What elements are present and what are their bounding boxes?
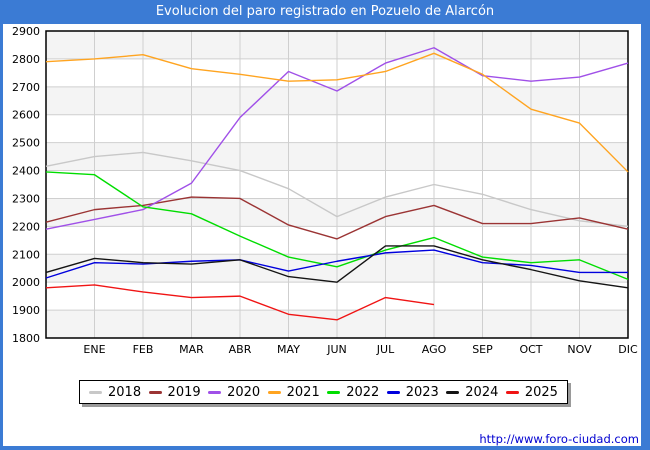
y-tick-label: 2800 [12, 53, 40, 66]
legend-year-label: 2023 [405, 384, 439, 400]
x-tick-label: SEP [472, 343, 493, 356]
legend-item-2023: 2023 [386, 384, 439, 400]
series-line-2019 [45, 196, 629, 240]
legend-year-label: 2018 [108, 384, 142, 400]
x-tick-label: AGO [422, 343, 447, 356]
legend-item-2022: 2022 [327, 385, 379, 400]
plot-border [45, 30, 629, 339]
legend-item-2019: 2019 [148, 384, 201, 400]
frame-right [641, 0, 650, 450]
legend-swatch-2021 [267, 390, 281, 394]
series-line-2022 [45, 171, 629, 281]
chart-title: Evolucion del paro registrado en Pozuelo… [155, 4, 495, 19]
legend-year-label: 2025 [524, 384, 558, 400]
footer-link[interactable]: http://www.foro-ciudad.com [479, 432, 639, 446]
x-tick-label: DIC [618, 343, 638, 356]
y-tick-label: 2700 [12, 81, 40, 94]
series-line-2025 [45, 284, 435, 321]
x-tick-label: JUN [326, 343, 347, 356]
legend-year-label: 2024 [465, 384, 499, 400]
legend-swatch-2024 [446, 390, 460, 394]
x-tick-label: MAY [277, 343, 300, 356]
series-line-2023 [45, 249, 628, 279]
series-line-2018 [45, 151, 629, 228]
y-tick-label: 2000 [12, 276, 40, 289]
y-tick-label: 1800 [12, 332, 40, 345]
legend-swatch-2019 [148, 390, 162, 394]
y-tick-label: 2200 [12, 220, 40, 233]
x-tick-label: FEB [133, 343, 154, 356]
legend-year-label: 2019 [167, 384, 201, 400]
series-line-2020 [45, 47, 629, 230]
legend-swatch-2023 [386, 390, 400, 394]
legend-box: 2018 2019 2020 2021 2022 2023 2024 2025 [79, 380, 568, 404]
x-tick-label: ENE [83, 343, 105, 356]
legend-item-2024: 2024 [446, 385, 498, 400]
legend-year-label: 2021 [286, 384, 320, 400]
legend-swatch-2018 [89, 390, 102, 394]
legend-year-label: 2022 [346, 384, 380, 400]
frame-bottom [0, 446, 650, 450]
x-tick-label: ABR [229, 343, 252, 356]
y-tick-label: 2500 [12, 137, 40, 150]
legend-year-label: 2020 [227, 384, 261, 400]
frame-left [0, 0, 3, 450]
y-tick-label: 2600 [12, 109, 40, 122]
y-tick-label: 2900 [12, 25, 40, 38]
legend-swatch-2025 [505, 390, 519, 394]
title-bar: Evolucion del paro registrado en Pozuelo… [0, 0, 650, 24]
x-tick-label: OCT [519, 343, 542, 356]
legend-swatch-2020 [208, 390, 222, 394]
legend-swatch-2022 [327, 390, 341, 394]
y-tick-label: 2400 [12, 165, 40, 178]
legend-item-2018: 2018 [89, 385, 141, 400]
series-line-2024 [45, 245, 629, 289]
y-tick-label: 1900 [12, 304, 40, 317]
x-tick-label: MAR [179, 343, 204, 356]
y-tick-label: 2300 [12, 192, 40, 205]
legend-item-2020: 2020 [208, 385, 260, 400]
series-line-2021 [45, 52, 629, 173]
legend-item-2025: 2025 [505, 384, 558, 400]
x-tick-label: NOV [567, 343, 592, 356]
legend-item-2021: 2021 [267, 384, 320, 400]
x-tick-label: JUL [376, 343, 395, 356]
y-tick-label: 2100 [12, 248, 40, 261]
